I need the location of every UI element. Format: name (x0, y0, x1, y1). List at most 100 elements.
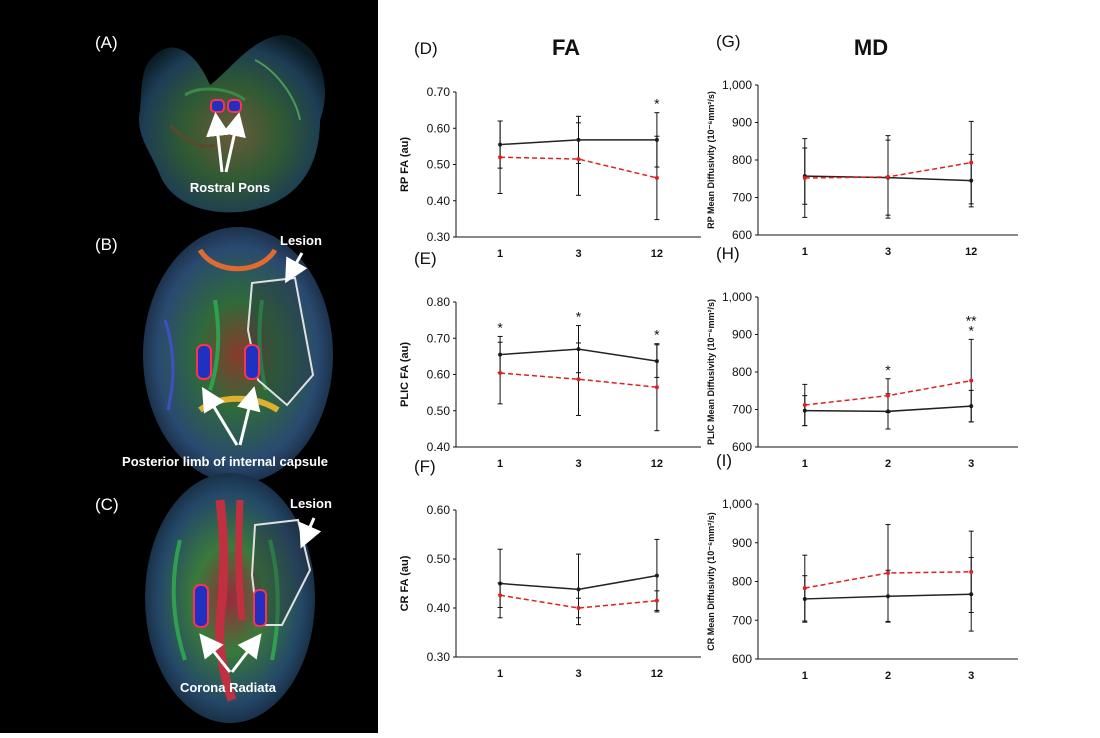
significance-star: * (968, 322, 974, 338)
x-tick-label: 1 (497, 458, 503, 470)
y-axis-label: CR Mean Diffusivity (10⁻⁶mm²/s) (706, 512, 716, 650)
lesion-label-b: Lesion (280, 233, 322, 248)
y-tick-label: 600 (732, 440, 752, 454)
chart-letter: (E) (414, 249, 437, 268)
significance-star: * (654, 96, 660, 112)
significance-star: * (497, 319, 503, 335)
y-tick-label: 0.80 (427, 295, 451, 309)
roi-right-pons (227, 99, 242, 113)
roi-plic-left (196, 344, 212, 380)
y-tick-label: 600 (732, 652, 752, 666)
y-axis-label: PLIC Mean Diffusivity (10⁻⁶mm²/s) (706, 299, 716, 445)
x-tick-label: 1 (802, 670, 808, 682)
chart-letter: (I) (716, 451, 732, 470)
cr-slice-image (145, 473, 315, 723)
data-point-red (576, 157, 581, 162)
data-point-red (654, 598, 659, 603)
x-tick-label: 12 (651, 458, 663, 470)
x-tick-label: 12 (965, 246, 977, 258)
y-tick-label: 0.60 (427, 368, 451, 382)
data-point-red (498, 371, 503, 376)
data-point-red (576, 606, 581, 610)
series-line-red (499, 594, 657, 609)
annotation-corona-radiata: Corona Radiata (180, 680, 277, 695)
annotation-plic: Posterior limb of internal capsule (122, 454, 328, 469)
column-title-fa: FA (552, 35, 580, 60)
y-tick-label: 600 (732, 228, 752, 242)
chart-i: (I) 600 700 800 900 1,000 1 2 3 CR Mean Diffusivi… (706, 451, 1018, 682)
x-tick-label: 12 (651, 668, 663, 680)
y-tick-label: 0.50 (427, 158, 451, 172)
data-point-red (969, 378, 974, 383)
chart-d: (D) 0.30 0.40 0.50 0.60 0.70 1 3 12 RP FA (au) * (399, 39, 701, 260)
data-point-red (969, 160, 974, 165)
data-point-red (654, 175, 659, 180)
x-tick-label: 3 (968, 458, 974, 470)
significance-star: * (885, 362, 891, 378)
x-tick-label: 3 (968, 670, 974, 682)
chart-letter: (H) (716, 244, 740, 263)
x-tick-label: 3 (575, 458, 581, 470)
y-tick-label: 0.30 (427, 650, 451, 664)
roi-cr-right (253, 589, 267, 627)
chart-g: (G) 600 700 800 900 1,000 1 3 12 RP Mean Diffusiv… (706, 32, 1018, 258)
data-point-red (886, 393, 890, 398)
data-point-black (576, 587, 581, 592)
x-tick-label: 1 (802, 458, 808, 470)
y-tick-label: 1,000 (722, 290, 752, 304)
panel-label-a: (A) (95, 33, 118, 52)
y-tick-label: 800 (732, 575, 752, 589)
data-point-red (886, 570, 890, 575)
y-tick-label: 0.60 (427, 121, 451, 135)
arrow-icon (285, 252, 308, 284)
y-tick-label: 700 (732, 191, 752, 205)
y-tick-label: 1,000 (722, 497, 752, 511)
data-point-red (802, 586, 807, 591)
brain-panel-a: (A) Rostral Pons (95, 33, 326, 213)
x-tick-label: 2 (885, 458, 891, 470)
x-tick-label: 1 (497, 248, 503, 260)
chart-e: (E) 0.40 0.50 0.60 0.70 0.80 1 3 12 PLIC FA (au) *… (399, 249, 701, 470)
y-axis-label: CR FA (au) (399, 555, 411, 611)
series-line-red (500, 372, 657, 388)
annotation-rostral-pons: Rostral Pons (190, 180, 270, 195)
y-tick-label: 0.40 (427, 601, 451, 615)
data-point-black (654, 573, 659, 578)
y-tick-label: 700 (732, 613, 752, 627)
x-tick-label: 12 (651, 248, 663, 260)
y-tick-label: 800 (732, 153, 752, 167)
y-tick-label: 0.60 (427, 503, 451, 517)
y-tick-label: 0.50 (427, 552, 451, 566)
y-tick-label: 0.70 (427, 85, 451, 99)
column-title-md: MD (854, 35, 888, 60)
data-point-red (498, 593, 503, 598)
y-tick-label: 900 (732, 536, 752, 550)
y-axis-label: RP Mean Diffusivity (10⁻⁶mm²/s) (706, 91, 716, 229)
lesion-label-c: Lesion (290, 496, 332, 511)
x-tick-label: 1 (497, 668, 503, 680)
data-point-red (802, 176, 807, 180)
brain-panel-b: (B) Lesion Posterior limb of internal ca… (95, 227, 333, 483)
y-tick-label: 0.40 (427, 440, 451, 454)
chart-f: (F) 0.30 0.40 0.50 0.60 1 3 12 CR FA (au) (399, 457, 701, 680)
data-point-red (802, 403, 807, 407)
y-tick-label: 0.40 (427, 194, 451, 208)
y-axis-label: RP FA (au) (399, 137, 411, 192)
y-tick-label: 1,000 (722, 78, 752, 92)
significance-star: * (654, 327, 660, 343)
chart-letter: (D) (414, 39, 438, 58)
panel-label-b: (B) (95, 235, 118, 254)
brain-images-svg: (A) Rostral Pons (B) Lesion (95, 33, 333, 723)
y-tick-label: 0.30 (427, 230, 451, 244)
chart-letter: (F) (414, 457, 436, 476)
significance-star: ** (966, 312, 977, 328)
x-tick-label: 1 (802, 246, 808, 258)
arrow-icon (299, 517, 322, 549)
y-axis-label: PLIC FA (au) (399, 342, 411, 407)
x-tick-label: 2 (885, 670, 891, 682)
plic-slice-image (143, 227, 333, 483)
y-tick-label: 0.70 (427, 331, 451, 345)
data-point-red (886, 174, 890, 179)
arrow-icon (199, 633, 232, 673)
